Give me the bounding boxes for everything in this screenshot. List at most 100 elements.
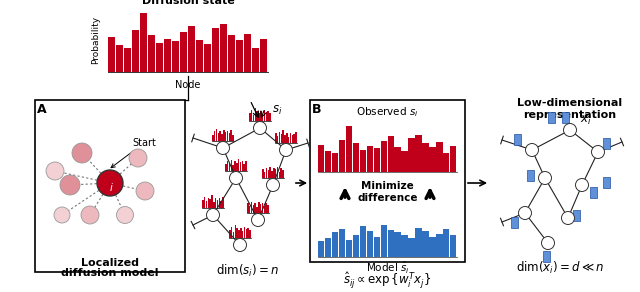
Text: $s_i$: $s_i$ <box>272 103 282 117</box>
Circle shape <box>252 213 264 227</box>
Bar <box>264 110 266 121</box>
Bar <box>214 131 216 141</box>
Bar <box>387 136 394 172</box>
Bar <box>217 200 218 208</box>
Bar <box>275 169 276 178</box>
Bar <box>415 228 422 257</box>
Bar <box>35 100 185 272</box>
Bar <box>422 231 429 257</box>
Bar <box>227 131 228 141</box>
Bar <box>429 237 436 257</box>
Bar <box>116 45 124 72</box>
Bar <box>282 170 284 178</box>
Circle shape <box>207 208 220 222</box>
Bar <box>246 229 247 238</box>
Bar <box>511 217 518 228</box>
Bar <box>218 133 219 141</box>
Bar <box>262 203 263 213</box>
Circle shape <box>116 206 134 223</box>
Bar <box>387 230 394 257</box>
Bar <box>257 112 258 121</box>
Text: Minimize
difference: Minimize difference <box>357 181 418 203</box>
Bar <box>254 204 256 213</box>
Bar <box>339 229 345 257</box>
Text: A: A <box>37 103 47 116</box>
Bar <box>278 172 280 178</box>
Bar <box>232 165 234 171</box>
Bar <box>205 201 207 208</box>
Bar <box>284 135 286 143</box>
Bar <box>216 129 218 141</box>
Bar <box>245 161 247 171</box>
Bar <box>271 171 273 178</box>
Bar <box>310 100 465 262</box>
Bar <box>215 198 216 208</box>
Bar <box>196 40 204 72</box>
Bar <box>415 135 422 172</box>
Bar <box>234 225 236 238</box>
Bar <box>353 234 359 257</box>
Bar <box>228 133 230 141</box>
Bar <box>353 143 359 172</box>
Bar <box>243 164 245 171</box>
Bar <box>124 48 131 72</box>
Bar <box>269 167 271 178</box>
Circle shape <box>280 143 292 157</box>
Circle shape <box>230 171 243 185</box>
Bar <box>225 164 227 171</box>
Bar <box>220 131 221 141</box>
Circle shape <box>60 175 80 195</box>
Circle shape <box>46 162 64 180</box>
Bar <box>346 240 352 257</box>
Bar <box>244 227 245 238</box>
Bar <box>381 225 387 257</box>
Bar <box>280 168 282 178</box>
Bar <box>212 135 214 141</box>
Bar <box>267 205 269 213</box>
Bar <box>266 168 268 178</box>
Bar <box>223 130 225 141</box>
Bar <box>258 202 260 213</box>
Bar <box>236 40 243 72</box>
Bar <box>339 140 345 172</box>
Bar <box>140 13 147 72</box>
Bar <box>251 110 252 121</box>
Bar <box>360 150 366 172</box>
Bar <box>247 228 249 238</box>
Bar <box>212 29 220 72</box>
Bar <box>318 145 324 172</box>
Bar <box>239 162 241 171</box>
Bar <box>264 172 266 178</box>
Bar <box>220 24 227 72</box>
Bar <box>256 207 258 213</box>
Bar <box>227 161 228 171</box>
Bar <box>249 230 251 238</box>
Text: diffusion model: diffusion model <box>61 268 159 278</box>
Bar <box>367 146 373 172</box>
Bar <box>394 232 401 257</box>
Text: $\mathrm{dim}(s_i) = n$: $\mathrm{dim}(s_i) = n$ <box>216 263 280 279</box>
Circle shape <box>563 124 577 136</box>
Bar <box>325 238 332 257</box>
Bar <box>268 112 269 121</box>
Bar <box>249 206 250 213</box>
Bar <box>443 229 449 257</box>
Bar <box>603 138 610 149</box>
Bar <box>408 238 415 257</box>
Bar <box>374 237 380 257</box>
Bar <box>249 113 251 121</box>
Bar <box>228 35 236 72</box>
Bar <box>590 187 597 198</box>
Circle shape <box>129 149 147 167</box>
Bar <box>264 206 265 213</box>
Bar <box>230 160 232 171</box>
Bar <box>260 204 262 213</box>
Bar <box>325 151 332 172</box>
Text: Diffusion state: Diffusion state <box>141 0 234 6</box>
Bar <box>548 112 555 123</box>
Bar <box>266 204 267 213</box>
Bar <box>180 32 188 72</box>
Bar <box>269 113 271 121</box>
Bar <box>332 153 339 172</box>
Bar <box>562 112 569 123</box>
